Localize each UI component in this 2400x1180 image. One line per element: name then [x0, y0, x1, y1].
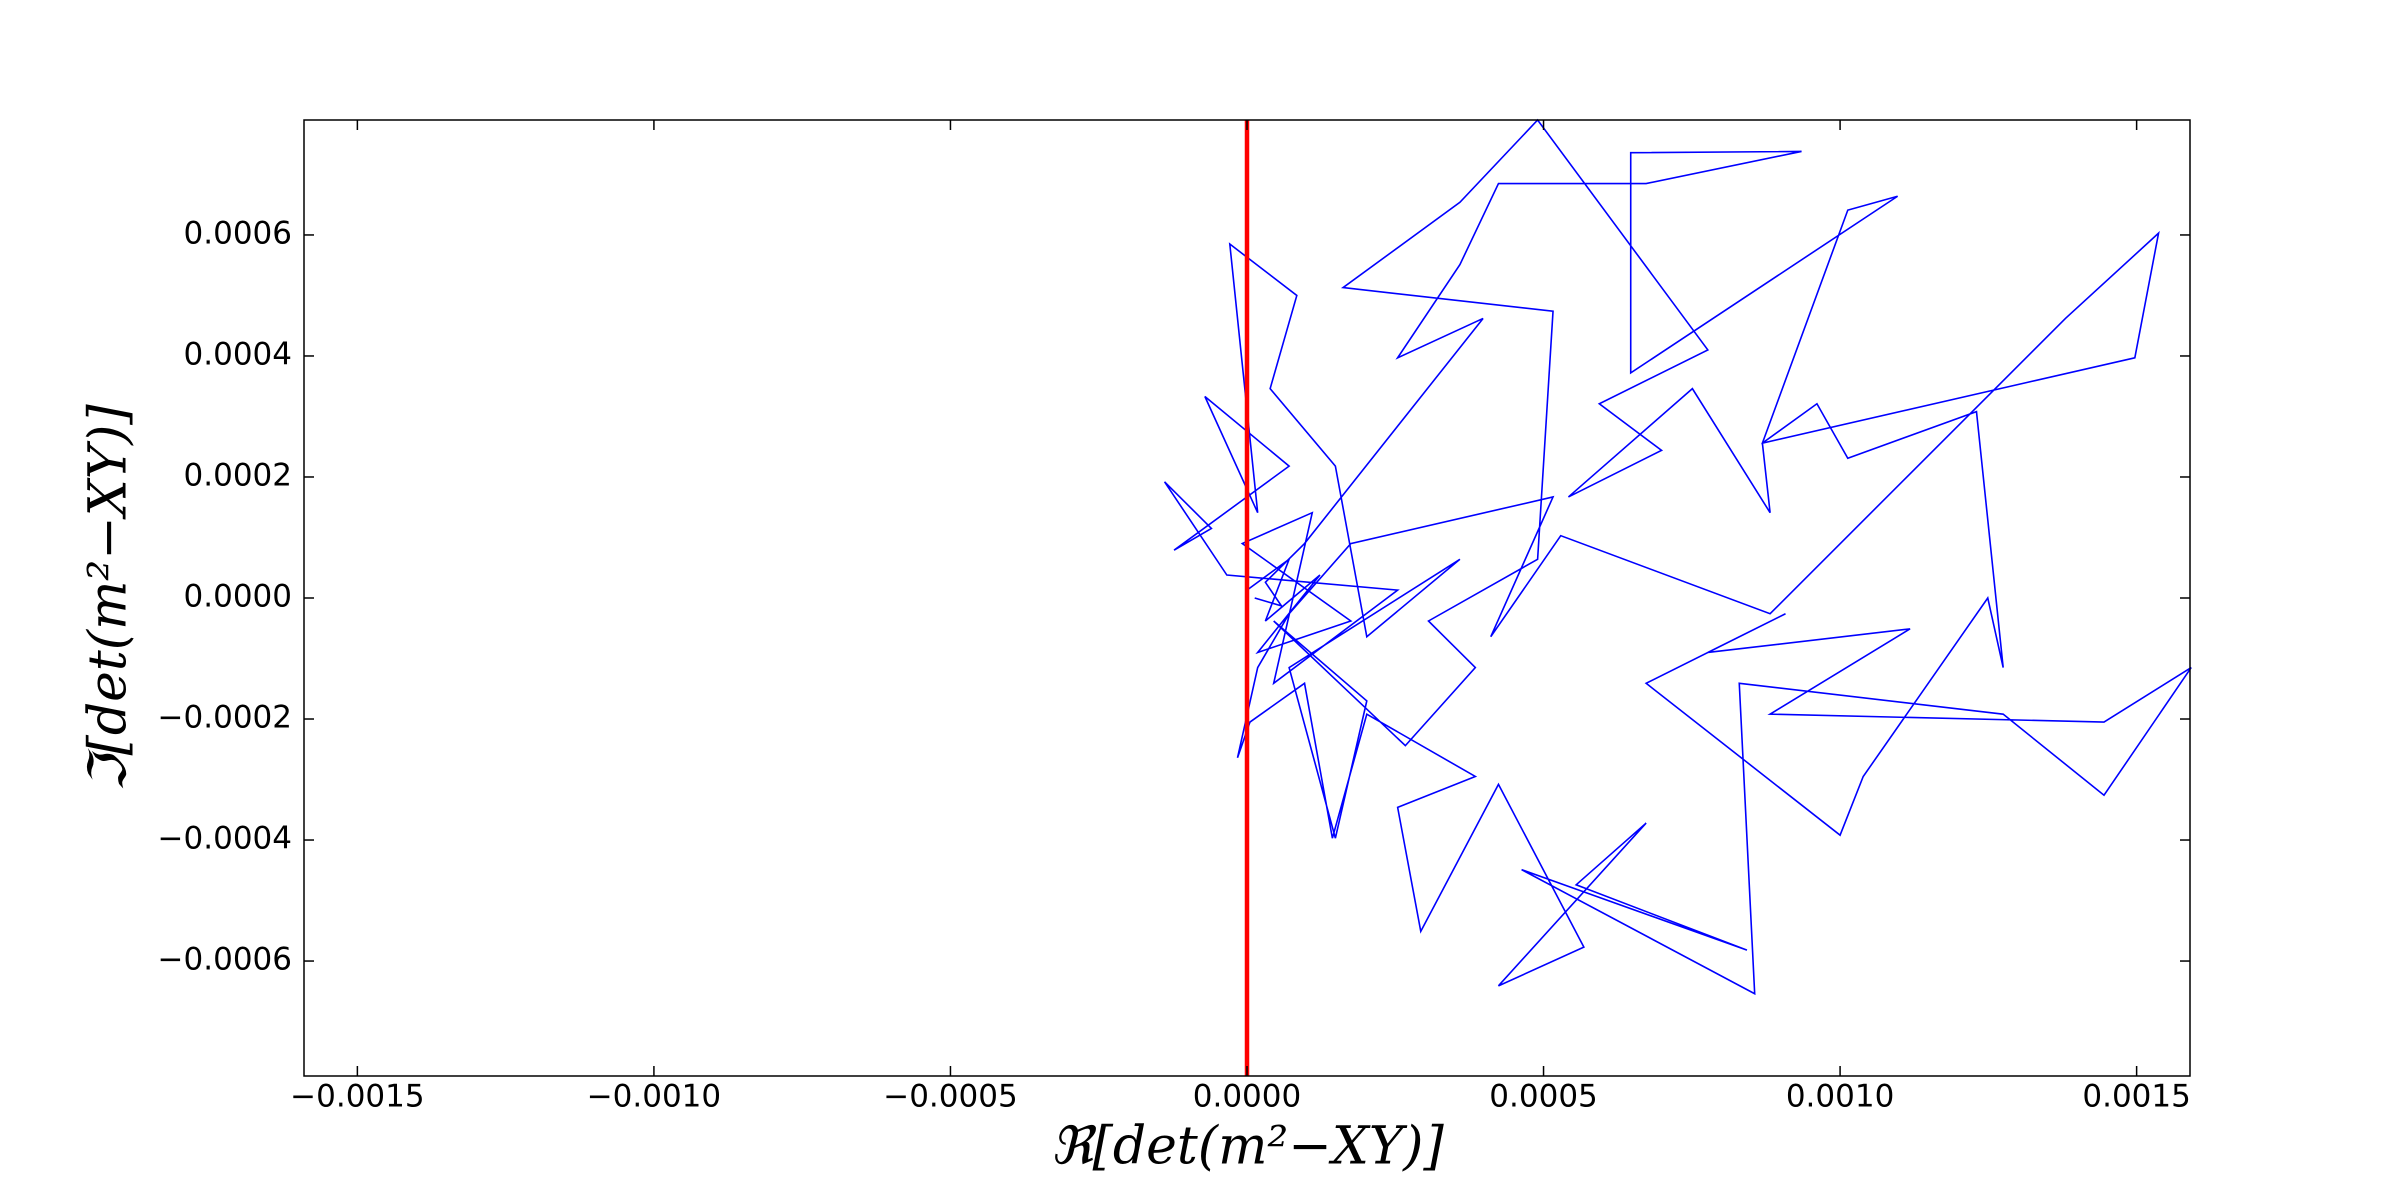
x-tick-label: −0.0005 [883, 1079, 1017, 1115]
y-tick-label: 0.0004 [184, 336, 292, 372]
x-tick-label: −0.0010 [587, 1079, 721, 1115]
x-tick-label: 0.0000 [1193, 1079, 1301, 1115]
y-tick-label: 0.0000 [184, 579, 292, 615]
y-tick-label: −0.0002 [158, 700, 292, 736]
y-tick-label: 0.0006 [184, 215, 292, 251]
data-line [1163, 118, 2192, 996]
x-tick-label: 0.0015 [2082, 1079, 2190, 1115]
x-tick-label: 0.0005 [1489, 1079, 1597, 1115]
y-tick-label: 0.0002 [184, 457, 292, 493]
x-tick-label: −0.0015 [290, 1079, 424, 1115]
x-axis-label: ℜ[det(m²−XY)] [1050, 1117, 1444, 1177]
y-tick-label: −0.0006 [158, 942, 292, 978]
x-tick-label: 0.0010 [1786, 1079, 1894, 1115]
y-tick-label: −0.0004 [158, 821, 292, 857]
y-axis-label: ℑ[det(m²−XY)] [79, 404, 139, 792]
